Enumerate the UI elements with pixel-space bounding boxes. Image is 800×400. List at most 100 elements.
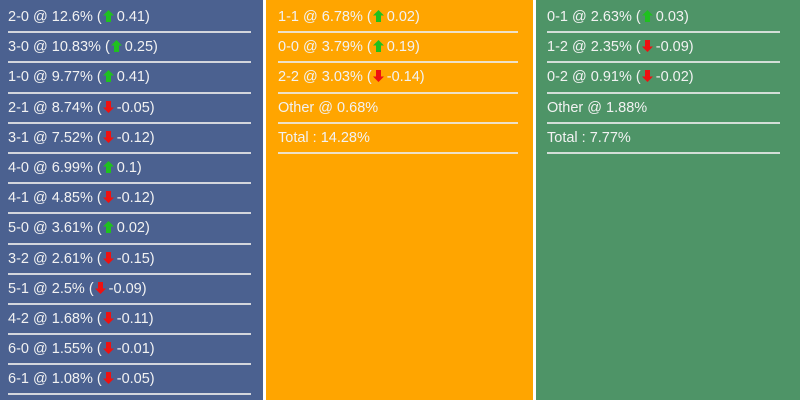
score-row: 2-1 @ 8.74% (-0.05) — [8, 94, 251, 124]
score-row: 3-2 @ 2.61% (-0.15) — [8, 245, 251, 275]
other-row: Other @ 0.68% — [278, 94, 518, 124]
change: 0.19 — [386, 39, 415, 56]
arrow-up-icon — [110, 34, 122, 53]
change: -0.01 — [116, 341, 150, 358]
score-row: 4-2 @ 1.68% (-0.11) — [8, 305, 251, 336]
arrow-up-icon — [372, 34, 384, 53]
change: 0.41 — [116, 9, 145, 25]
probability: 1.68% — [51, 310, 93, 327]
arrow-down-icon — [102, 306, 114, 324]
probability: 6.99% — [51, 159, 93, 176]
probability: 2.35% — [590, 39, 632, 56]
score-row: 2-2 @ 3.03% (-0.14) — [278, 63, 518, 94]
change: -0.12 — [116, 190, 150, 207]
arrow-up-icon — [102, 155, 114, 173]
score: 2-1 — [8, 99, 29, 116]
probability: 1.08% — [51, 371, 93, 388]
score: 2-0 — [8, 9, 29, 25]
arrow-down-icon — [372, 64, 384, 83]
change: -0.09 — [655, 39, 689, 56]
score: 3-0 — [8, 39, 29, 56]
probability: 1.55% — [51, 341, 93, 358]
score-row: 4-1 @ 4.85% (-0.12) — [8, 184, 251, 215]
arrow-up-icon — [372, 4, 384, 22]
change: -0.15 — [116, 250, 150, 267]
score-row: 0-2 @ 0.91% (-0.02) — [547, 63, 780, 94]
score-row: 3-1 @ 7.52% (-0.12) — [8, 124, 251, 154]
score-row: 1-0 @ 9.77% (0.41) — [8, 63, 251, 94]
probability: 2.61% — [51, 250, 93, 267]
arrow-down-icon — [102, 246, 114, 264]
probability: 8.74% — [51, 99, 93, 116]
score: 4-1 — [8, 190, 29, 207]
score: 3-1 — [8, 129, 29, 146]
change: -0.09 — [108, 280, 142, 297]
arrow-up-icon — [102, 215, 114, 234]
change: -0.12 — [116, 129, 150, 146]
change: 0.02 — [386, 9, 415, 25]
score-row: 5-0 @ 3.61% (0.02) — [8, 214, 251, 245]
score-row: 0-1 @ 2.63% (0.03) — [547, 3, 780, 34]
probability: 0.91% — [590, 69, 632, 86]
score-row: 6-0 @ 1.55% (-0.01) — [8, 335, 251, 366]
score-row: 1-2 @ 2.35% (-0.09) — [547, 33, 780, 64]
arrow-up-icon — [102, 64, 114, 83]
away-win-column: 0-1 @ 2.63% (0.03) 1-2 @ 2.35% (-0.09) 0-2… — [536, 0, 800, 400]
change: -0.05 — [116, 371, 150, 388]
probability: 10.83% — [51, 39, 101, 56]
score-row: 3-0 @ 10.83% (0.25) — [8, 33, 251, 64]
total-row: Total : 14.28% — [278, 124, 518, 154]
probability: 7.52% — [51, 129, 93, 146]
arrow-down-icon — [102, 125, 114, 143]
arrow-down-icon — [102, 336, 114, 355]
change: -0.14 — [386, 69, 420, 86]
probability: 3.61% — [51, 220, 93, 237]
score: 6-1 — [8, 371, 29, 388]
arrow-down-icon — [641, 64, 653, 83]
arrow-down-icon — [102, 366, 114, 385]
change: 0.25 — [124, 39, 154, 56]
score: 2-2 — [278, 69, 299, 86]
score-row: 1-1 @ 6.78% (0.02) — [278, 3, 518, 34]
score: 3-2 — [8, 250, 29, 267]
score: 5-0 — [8, 220, 29, 237]
score: 0-0 — [278, 39, 299, 56]
change: 0.41 — [116, 69, 145, 86]
probability: 3.03% — [321, 69, 363, 86]
change: -0.02 — [655, 69, 689, 86]
score: 0-1 — [547, 9, 568, 25]
probability: 3.79% — [321, 39, 363, 56]
score: 1-2 — [547, 39, 568, 56]
change: -0.05 — [116, 99, 150, 116]
score: 1-1 — [278, 9, 299, 25]
probability: 12.6% — [51, 9, 93, 25]
score: 6-0 — [8, 341, 29, 358]
probability: 4.85% — [51, 190, 93, 207]
probability: 2.63% — [590, 9, 632, 25]
score-row: 4-0 @ 6.99% (0.1) — [8, 154, 251, 185]
score-row: 2-0 @ 12.6% (0.41) — [8, 3, 251, 34]
other-row: Other @ 1.88% — [547, 94, 780, 124]
probability: 6.78% — [321, 9, 363, 25]
arrow-up-icon — [641, 4, 653, 22]
change: 0.02 — [116, 220, 145, 237]
probability: 9.77% — [51, 69, 93, 86]
score: 1-0 — [8, 69, 29, 86]
score-row: 0-0 @ 3.79% (0.19) — [278, 33, 518, 64]
arrow-down-icon — [102, 95, 114, 113]
change: -0.11 — [116, 310, 149, 327]
home-win-column: 2-0 @ 12.6% (0.41) 3-0 @ 10.83% (0.25) 1-0… — [0, 0, 263, 400]
draw-column: 1-1 @ 6.78% (0.02) 0-0 @ 3.79% (0.19) 2-2 … — [266, 0, 533, 400]
probability: 2.5% — [51, 280, 85, 297]
arrow-down-icon — [102, 185, 114, 204]
score-row: 5-1 @ 2.5% (-0.09) — [8, 275, 251, 305]
score: 4-2 — [8, 310, 29, 327]
arrow-down-icon — [94, 276, 106, 294]
score: 4-0 — [8, 159, 29, 176]
score: 0-2 — [547, 69, 568, 86]
score: 5-1 — [8, 280, 29, 297]
total-row: Total : 7.77% — [547, 124, 780, 154]
change: 0.1 — [116, 159, 137, 176]
score-row: 6-1 @ 1.08% (-0.05) — [8, 365, 251, 396]
arrow-up-icon — [102, 4, 114, 22]
